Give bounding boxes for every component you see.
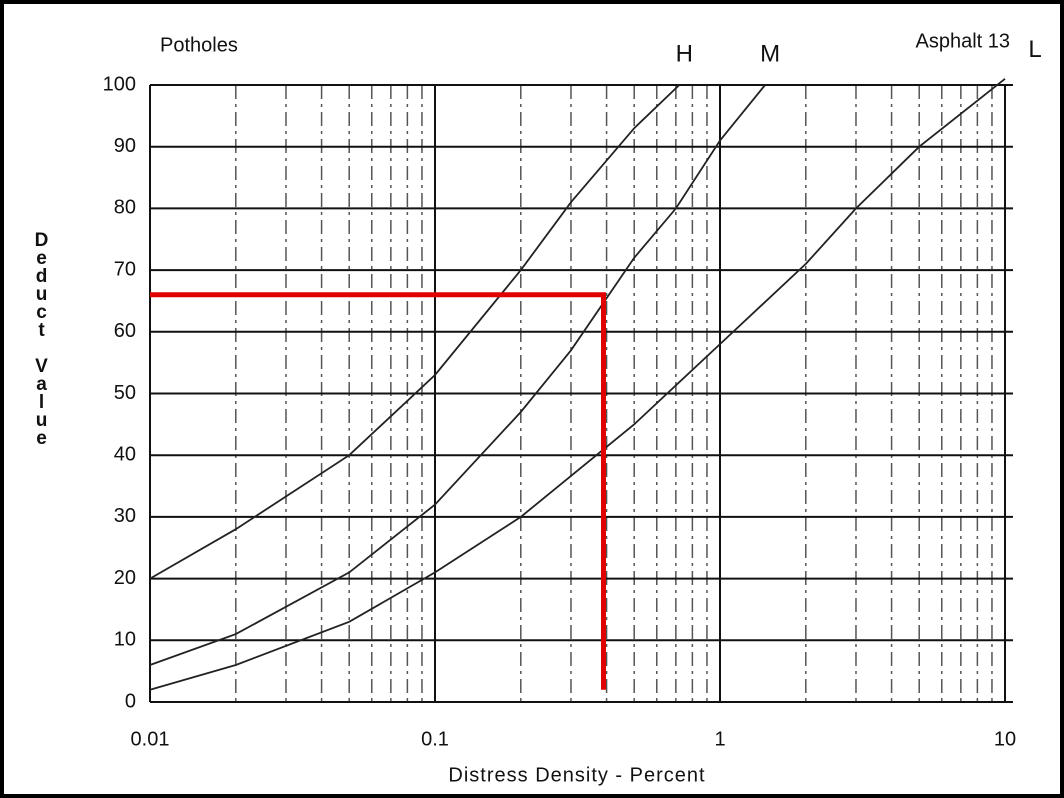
chart-subtitle: Asphalt 13 <box>915 30 1010 52</box>
x-tick-label: 1 <box>714 728 725 750</box>
y-tick-label: 10 <box>114 629 136 651</box>
x-tick-label: 0.1 <box>421 728 449 750</box>
y-tick-label: 60 <box>114 320 136 342</box>
reference-line <box>150 292 606 690</box>
y-tick-label: 100 <box>103 73 136 95</box>
series-label: H <box>676 40 693 67</box>
y-tick-label: 90 <box>114 135 136 157</box>
series-label: L <box>1028 36 1041 63</box>
series-label: M <box>760 40 780 67</box>
line <box>149 84 680 580</box>
y-tick-label: 20 <box>114 567 136 589</box>
y-tick-label: 0 <box>125 690 136 712</box>
y-tick-label: 80 <box>114 197 136 219</box>
line <box>149 78 1006 691</box>
y-tick-label: 40 <box>114 443 136 465</box>
x-tick-label: 10 <box>994 728 1016 750</box>
x-tick-label: 0.01 <box>131 728 170 750</box>
line <box>149 84 766 666</box>
chart-title: Potholes <box>160 34 238 56</box>
y-axis-label: Deduct Value <box>31 230 52 446</box>
y-tick-label: 30 <box>114 505 136 527</box>
x-axis-label: Distress Density - Percent <box>448 764 705 786</box>
y-tick-label: 70 <box>114 258 136 280</box>
y-tick-label: 50 <box>114 382 136 404</box>
